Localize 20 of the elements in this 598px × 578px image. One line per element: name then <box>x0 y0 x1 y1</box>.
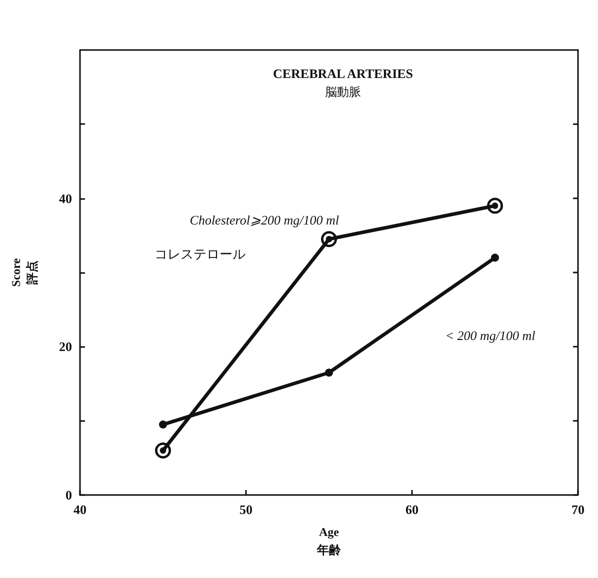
y-tick-label: 20 <box>59 339 72 354</box>
point <box>487 198 503 214</box>
point <box>325 368 333 377</box>
y-tick-label: 40 <box>59 190 72 206</box>
point <box>159 420 167 429</box>
x-tick-label: 70 <box>572 502 584 517</box>
x-tick-label: 60 <box>406 502 418 517</box>
text: < 200 mg/100 ml <box>445 328 536 344</box>
y-tick-label: 0 <box>66 488 72 502</box>
series-label: Cholesterol⩾200 mg/100 ml <box>190 212 340 228</box>
text: CEREBRAL ARTERIES <box>272 66 414 81</box>
x-tick-label: 50 <box>240 502 252 517</box>
point <box>155 442 171 458</box>
x-tick-label: 40 <box>74 502 86 517</box>
text: 脳動脈 <box>325 85 361 99</box>
point <box>321 231 337 248</box>
annotation: コレステロール <box>154 246 246 262</box>
y-axis-title: Score 評点 <box>9 258 39 287</box>
x-axis-title: Age 年齢 <box>316 525 342 557</box>
point <box>491 254 499 262</box>
